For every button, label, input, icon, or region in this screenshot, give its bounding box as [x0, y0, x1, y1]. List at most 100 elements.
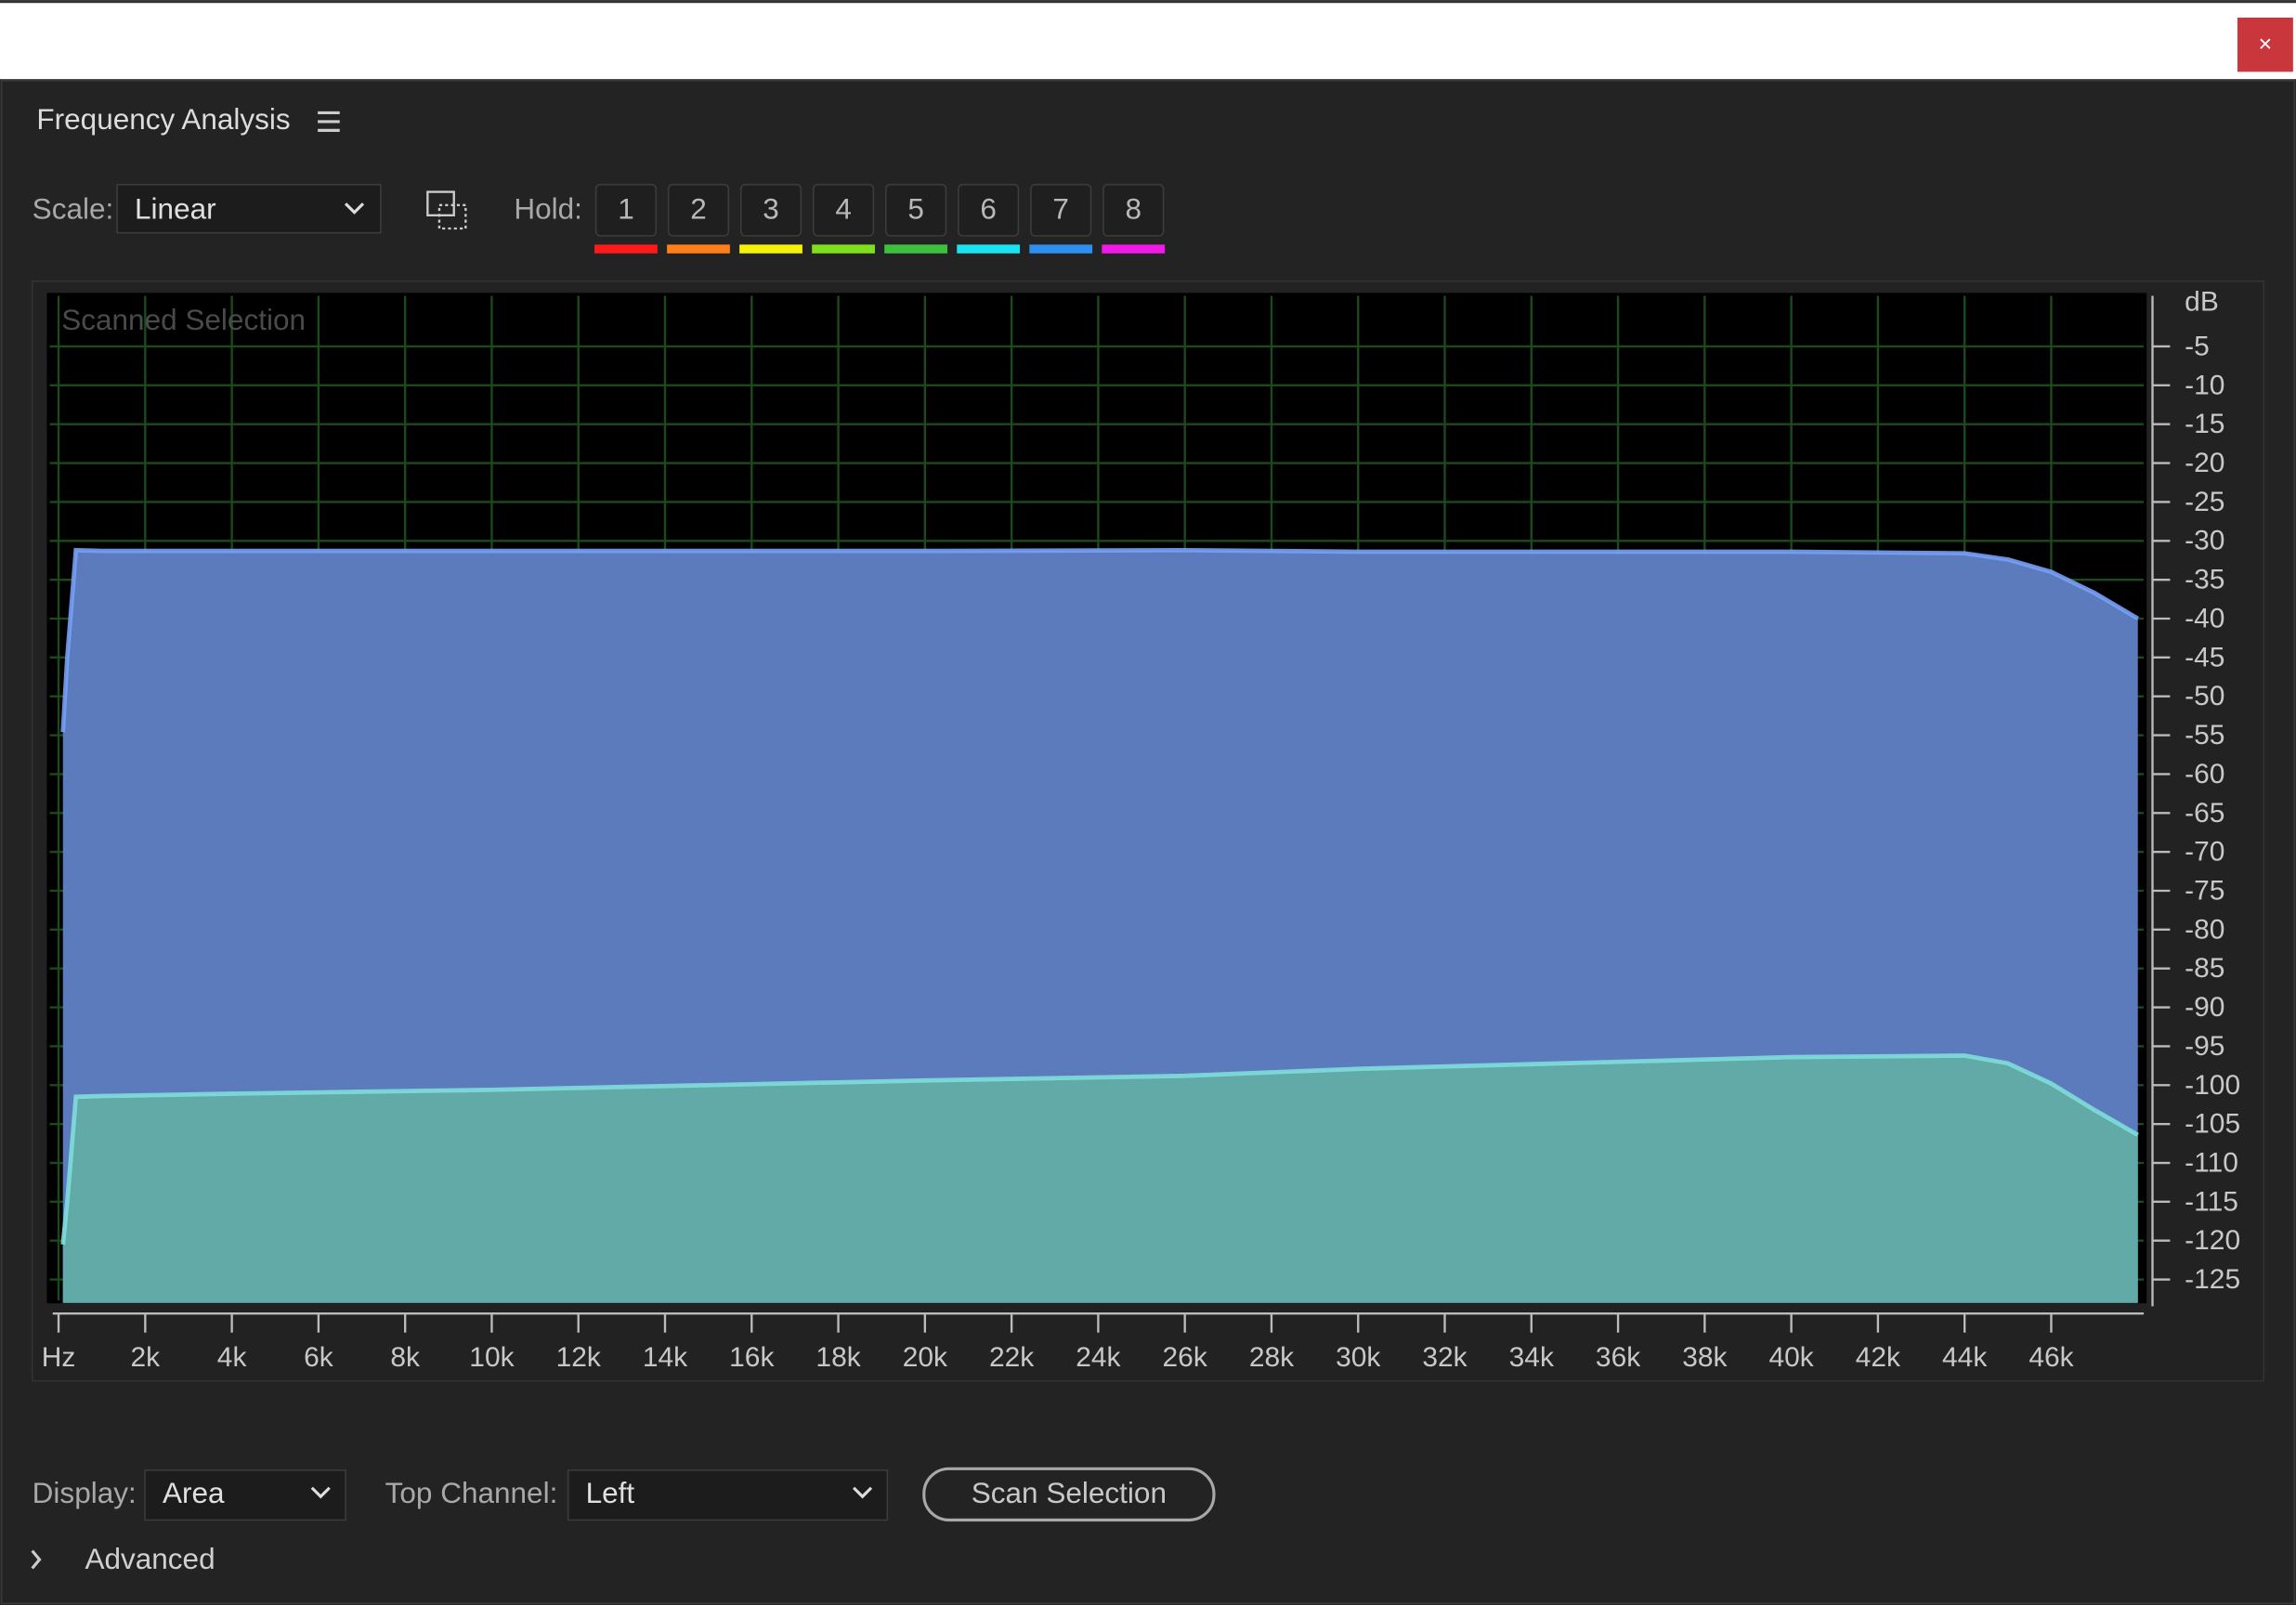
y-tick-label: -115 [2185, 1186, 2238, 1217]
hold-color [812, 244, 875, 254]
x-tick-label: 12k [556, 1342, 602, 1373]
x-tick-label: 18k [815, 1342, 861, 1373]
advanced-toggle[interactable]: Advanced [85, 1542, 215, 1575]
x-tick-label: 4k [217, 1342, 248, 1373]
dropdown-chevron [853, 1486, 873, 1499]
scale-label: Scale: [33, 191, 114, 225]
hold-button[interactable] [594, 183, 658, 237]
y-tick-label: -120 [2185, 1225, 2240, 1256]
y-tick-label: -15 [2185, 409, 2224, 439]
hold-button-label[interactable]: 1 [618, 191, 634, 225]
hold-button-label[interactable]: 6 [980, 191, 997, 225]
hold-button-label[interactable]: 7 [1052, 191, 1069, 225]
x-tick-label: 46k [2029, 1342, 2074, 1373]
chart-annotation: Scanned Selection [61, 303, 306, 336]
hold-color [1102, 244, 1166, 254]
hold-button[interactable] [667, 183, 730, 237]
panel-title: Frequency Analysis [36, 102, 290, 136]
hold-button[interactable] [739, 183, 802, 237]
x-tick-label: 26k [1163, 1342, 1208, 1373]
scale-dropdown[interactable] [116, 183, 382, 234]
hold-button[interactable] [885, 183, 947, 237]
hold-button-label[interactable]: 4 [835, 191, 852, 225]
hold-button-label[interactable]: 5 [907, 191, 924, 225]
x-tick-label: 44k [1942, 1342, 1988, 1373]
expand-chevron[interactable] [31, 1549, 42, 1570]
hold-button[interactable] [958, 183, 1020, 237]
hold-button[interactable] [812, 183, 875, 237]
x-tick-label: 10k [469, 1342, 515, 1373]
hold-color [667, 244, 730, 254]
hold-button-label[interactable]: 2 [690, 191, 707, 225]
top-edge [0, 0, 2296, 4]
y-tick-label: -100 [2185, 1070, 2240, 1101]
area-outline [60, 1053, 2139, 1246]
y-tick-label: -60 [2185, 759, 2224, 789]
x-tick-label: 22k [989, 1342, 1035, 1373]
y-tick-label: -85 [2185, 953, 2224, 984]
close-icon[interactable]: × [2259, 32, 2273, 58]
hold-button[interactable] [1102, 183, 1165, 237]
close-button[interactable] [2237, 17, 2293, 72]
display-dropdown[interactable] [144, 1469, 346, 1521]
x-tick-label: 32k [1422, 1342, 1468, 1373]
y-tick-label: -70 [2185, 837, 2224, 868]
y-tick-label: -125 [2185, 1264, 2240, 1295]
display-label: Display: [33, 1476, 137, 1509]
x-tick-label: 2k [131, 1342, 162, 1373]
x-tick-label: 24k [1076, 1342, 1121, 1373]
y-tick-label: -105 [2185, 1109, 2240, 1140]
y-tick-label: -5 [2185, 331, 2210, 361]
x-tick-label: 14k [643, 1342, 688, 1373]
y-tick-label: -40 [2185, 603, 2224, 633]
area-fill [62, 1055, 2138, 1303]
hold-color [739, 244, 802, 254]
hold-color [1029, 244, 1093, 254]
y-tick-label: -110 [2185, 1147, 2238, 1178]
scan-button-label[interactable]: Scan Selection [972, 1476, 1167, 1509]
y-tick-label: -25 [2185, 487, 2224, 517]
area-outline [60, 547, 2139, 733]
x-tick-label: 34k [1509, 1342, 1555, 1373]
dropdown-chevron [344, 202, 365, 215]
title-bar [0, 0, 2296, 80]
hold-color [884, 244, 948, 254]
y-tick-label: -10 [2185, 370, 2224, 400]
x-tick-label: Hz [42, 1342, 76, 1373]
hold-button[interactable] [1030, 183, 1092, 237]
channel-value[interactable]: Left [586, 1476, 635, 1509]
x-tick-label: 38k [1682, 1342, 1728, 1373]
y-tick-label: -80 [2185, 914, 2224, 945]
hold-color [594, 244, 658, 254]
hold-button-label[interactable]: 3 [763, 191, 779, 225]
y-tick-label: -45 [2185, 642, 2224, 672]
y-tick-label: -20 [2185, 448, 2224, 478]
hold-color [957, 244, 1021, 254]
scan-button[interactable] [922, 1467, 1216, 1522]
x-tick-label: 6k [304, 1342, 334, 1373]
y-tick-label: -65 [2185, 798, 2224, 829]
channel-label: Top Channel: [385, 1476, 558, 1509]
x-tick-label: 36k [1596, 1342, 1641, 1373]
x-tick-label: 20k [903, 1342, 948, 1373]
y-tick-label: -95 [2185, 1031, 2224, 1062]
y-tick-label: -35 [2185, 565, 2224, 595]
hold-label: Hold: [514, 191, 582, 225]
y-axis-label: dB [2185, 286, 2219, 317]
dropdown-chevron [310, 1486, 331, 1499]
channel-dropdown[interactable] [567, 1469, 889, 1521]
selection-icon[interactable] [426, 190, 467, 230]
x-tick-label: 42k [1856, 1342, 1901, 1373]
x-tick-label: 30k [1336, 1342, 1381, 1373]
x-tick-label: 28k [1249, 1342, 1295, 1373]
display-value[interactable]: Area [163, 1476, 225, 1509]
scale-value[interactable]: Linear [135, 191, 216, 225]
y-tick-label: -50 [2185, 681, 2224, 711]
x-tick-label: 8k [390, 1342, 421, 1373]
y-tick-label: -75 [2185, 875, 2224, 906]
y-tick-label: -55 [2185, 720, 2224, 750]
hold-button-label[interactable]: 8 [1125, 191, 1141, 225]
y-tick-label: -90 [2185, 992, 2224, 1023]
menu-icon[interactable] [318, 111, 340, 132]
